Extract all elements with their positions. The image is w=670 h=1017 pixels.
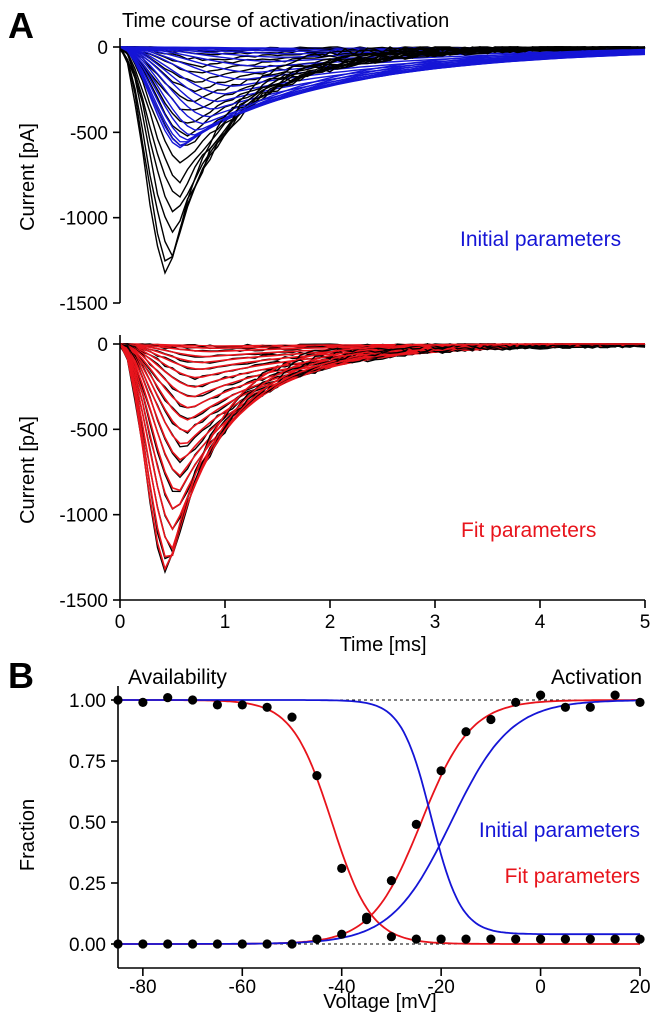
availability-point	[412, 935, 421, 944]
fit-trace	[120, 344, 645, 548]
time-x-axis-label: Time [ms]	[339, 634, 426, 656]
availability-point	[287, 713, 296, 722]
activation-point	[486, 715, 495, 724]
availability-point	[138, 698, 147, 707]
activation-point	[138, 939, 147, 948]
data-trace	[120, 344, 645, 477]
fit-trace	[120, 344, 645, 529]
x-tick-label: 20	[629, 977, 650, 998]
activation-point	[511, 698, 520, 707]
x-tick-label: 2	[325, 612, 336, 633]
availability-point	[312, 771, 321, 780]
x-tick-label: 0	[115, 612, 126, 633]
y-tick-label: 0	[97, 335, 108, 356]
availability-point	[486, 935, 495, 944]
availability-point	[437, 935, 446, 944]
availability-point	[511, 935, 520, 944]
y-tick-label: -500	[70, 420, 108, 441]
availability-point	[387, 932, 396, 941]
availability-point	[461, 935, 470, 944]
voltage-x-axis-label: Voltage [mV]	[323, 991, 436, 1013]
activation-point	[362, 913, 371, 922]
activation-point	[536, 691, 545, 700]
activation-label: Activation	[551, 666, 642, 689]
fit-parameters-label: Fit parameters	[461, 519, 596, 542]
y-tick-label: 0.50	[69, 813, 106, 834]
x-tick-label: 3	[430, 612, 441, 633]
activation-point	[312, 935, 321, 944]
activation-point	[287, 939, 296, 948]
panel-label-b: B	[8, 655, 34, 696]
data-trace	[120, 344, 645, 529]
y-tick-label: -1500	[59, 591, 108, 612]
y-tick-label: -1500	[59, 294, 108, 315]
activation-point	[611, 691, 620, 700]
activation-point	[213, 939, 222, 948]
y-tick-label: 0.00	[69, 935, 106, 956]
activation-point	[412, 820, 421, 829]
steady-state-plot: 0.000.250.500.751.00 -80 -60 -40 -20 0 20 Fra…	[17, 666, 651, 1013]
panel-label-a: A	[8, 5, 34, 46]
y-tick-label: 1.00	[69, 691, 106, 712]
y-tick-label: 0.75	[69, 752, 106, 773]
availability-point	[238, 700, 247, 709]
availability-point	[611, 935, 620, 944]
fit-trace	[120, 344, 645, 476]
initial-parameters-label: Initial parameters	[479, 819, 640, 842]
top-plot-title: Time course of activation/inactivation	[122, 10, 449, 32]
availability-point	[188, 695, 197, 704]
y-tick-label: -500	[70, 123, 108, 144]
fraction-y-axis-label: Fraction	[17, 799, 39, 871]
activation-point	[461, 727, 470, 736]
availability-point	[213, 700, 222, 709]
activation-point	[561, 703, 570, 712]
availability-point	[263, 703, 272, 712]
top-current-plot: Time course of activation/inactivation 0…	[17, 10, 645, 315]
activation-point	[387, 876, 396, 885]
availability-point	[561, 935, 570, 944]
activation-point	[337, 930, 346, 939]
availability-point	[635, 935, 644, 944]
x-tick-label: 5	[640, 612, 651, 633]
availability-point	[337, 864, 346, 873]
top-y-axis-label: Current [pA]	[17, 123, 39, 231]
availability-point	[586, 935, 595, 944]
y-tick-label: -1000	[59, 209, 108, 230]
y-tick-label: 0	[97, 38, 108, 59]
activation-point	[437, 766, 446, 775]
activation-point	[635, 698, 644, 707]
x-tick-label: -60	[229, 977, 256, 998]
top-initial-parameters-label: Initial parameters	[460, 228, 621, 251]
fit-parameters-label-b: Fit parameters	[505, 865, 640, 888]
y-tick-label: -1000	[59, 506, 108, 527]
availability-point	[163, 693, 172, 702]
activation-point	[586, 703, 595, 712]
x-tick-label: -80	[129, 977, 156, 998]
initial-availability-curve	[118, 700, 640, 934]
availability-label: Availability	[128, 666, 227, 689]
bottom-current-plot: 0 -500 -1000 -1500 0 1 2 3 4 5 Current [pA] Time…	[17, 335, 650, 656]
x-tick-label: 4	[535, 612, 546, 633]
x-tick-label: 0	[535, 977, 546, 998]
y-tick-label: 0.25	[69, 874, 106, 895]
activation-point	[238, 939, 247, 948]
data-trace	[120, 47, 645, 256]
activation-point	[188, 939, 197, 948]
x-tick-label: 1	[220, 612, 231, 633]
activation-point	[263, 939, 272, 948]
availability-point	[536, 935, 545, 944]
activation-point	[163, 939, 172, 948]
bottom-y-axis-label: Current [pA]	[17, 416, 39, 524]
